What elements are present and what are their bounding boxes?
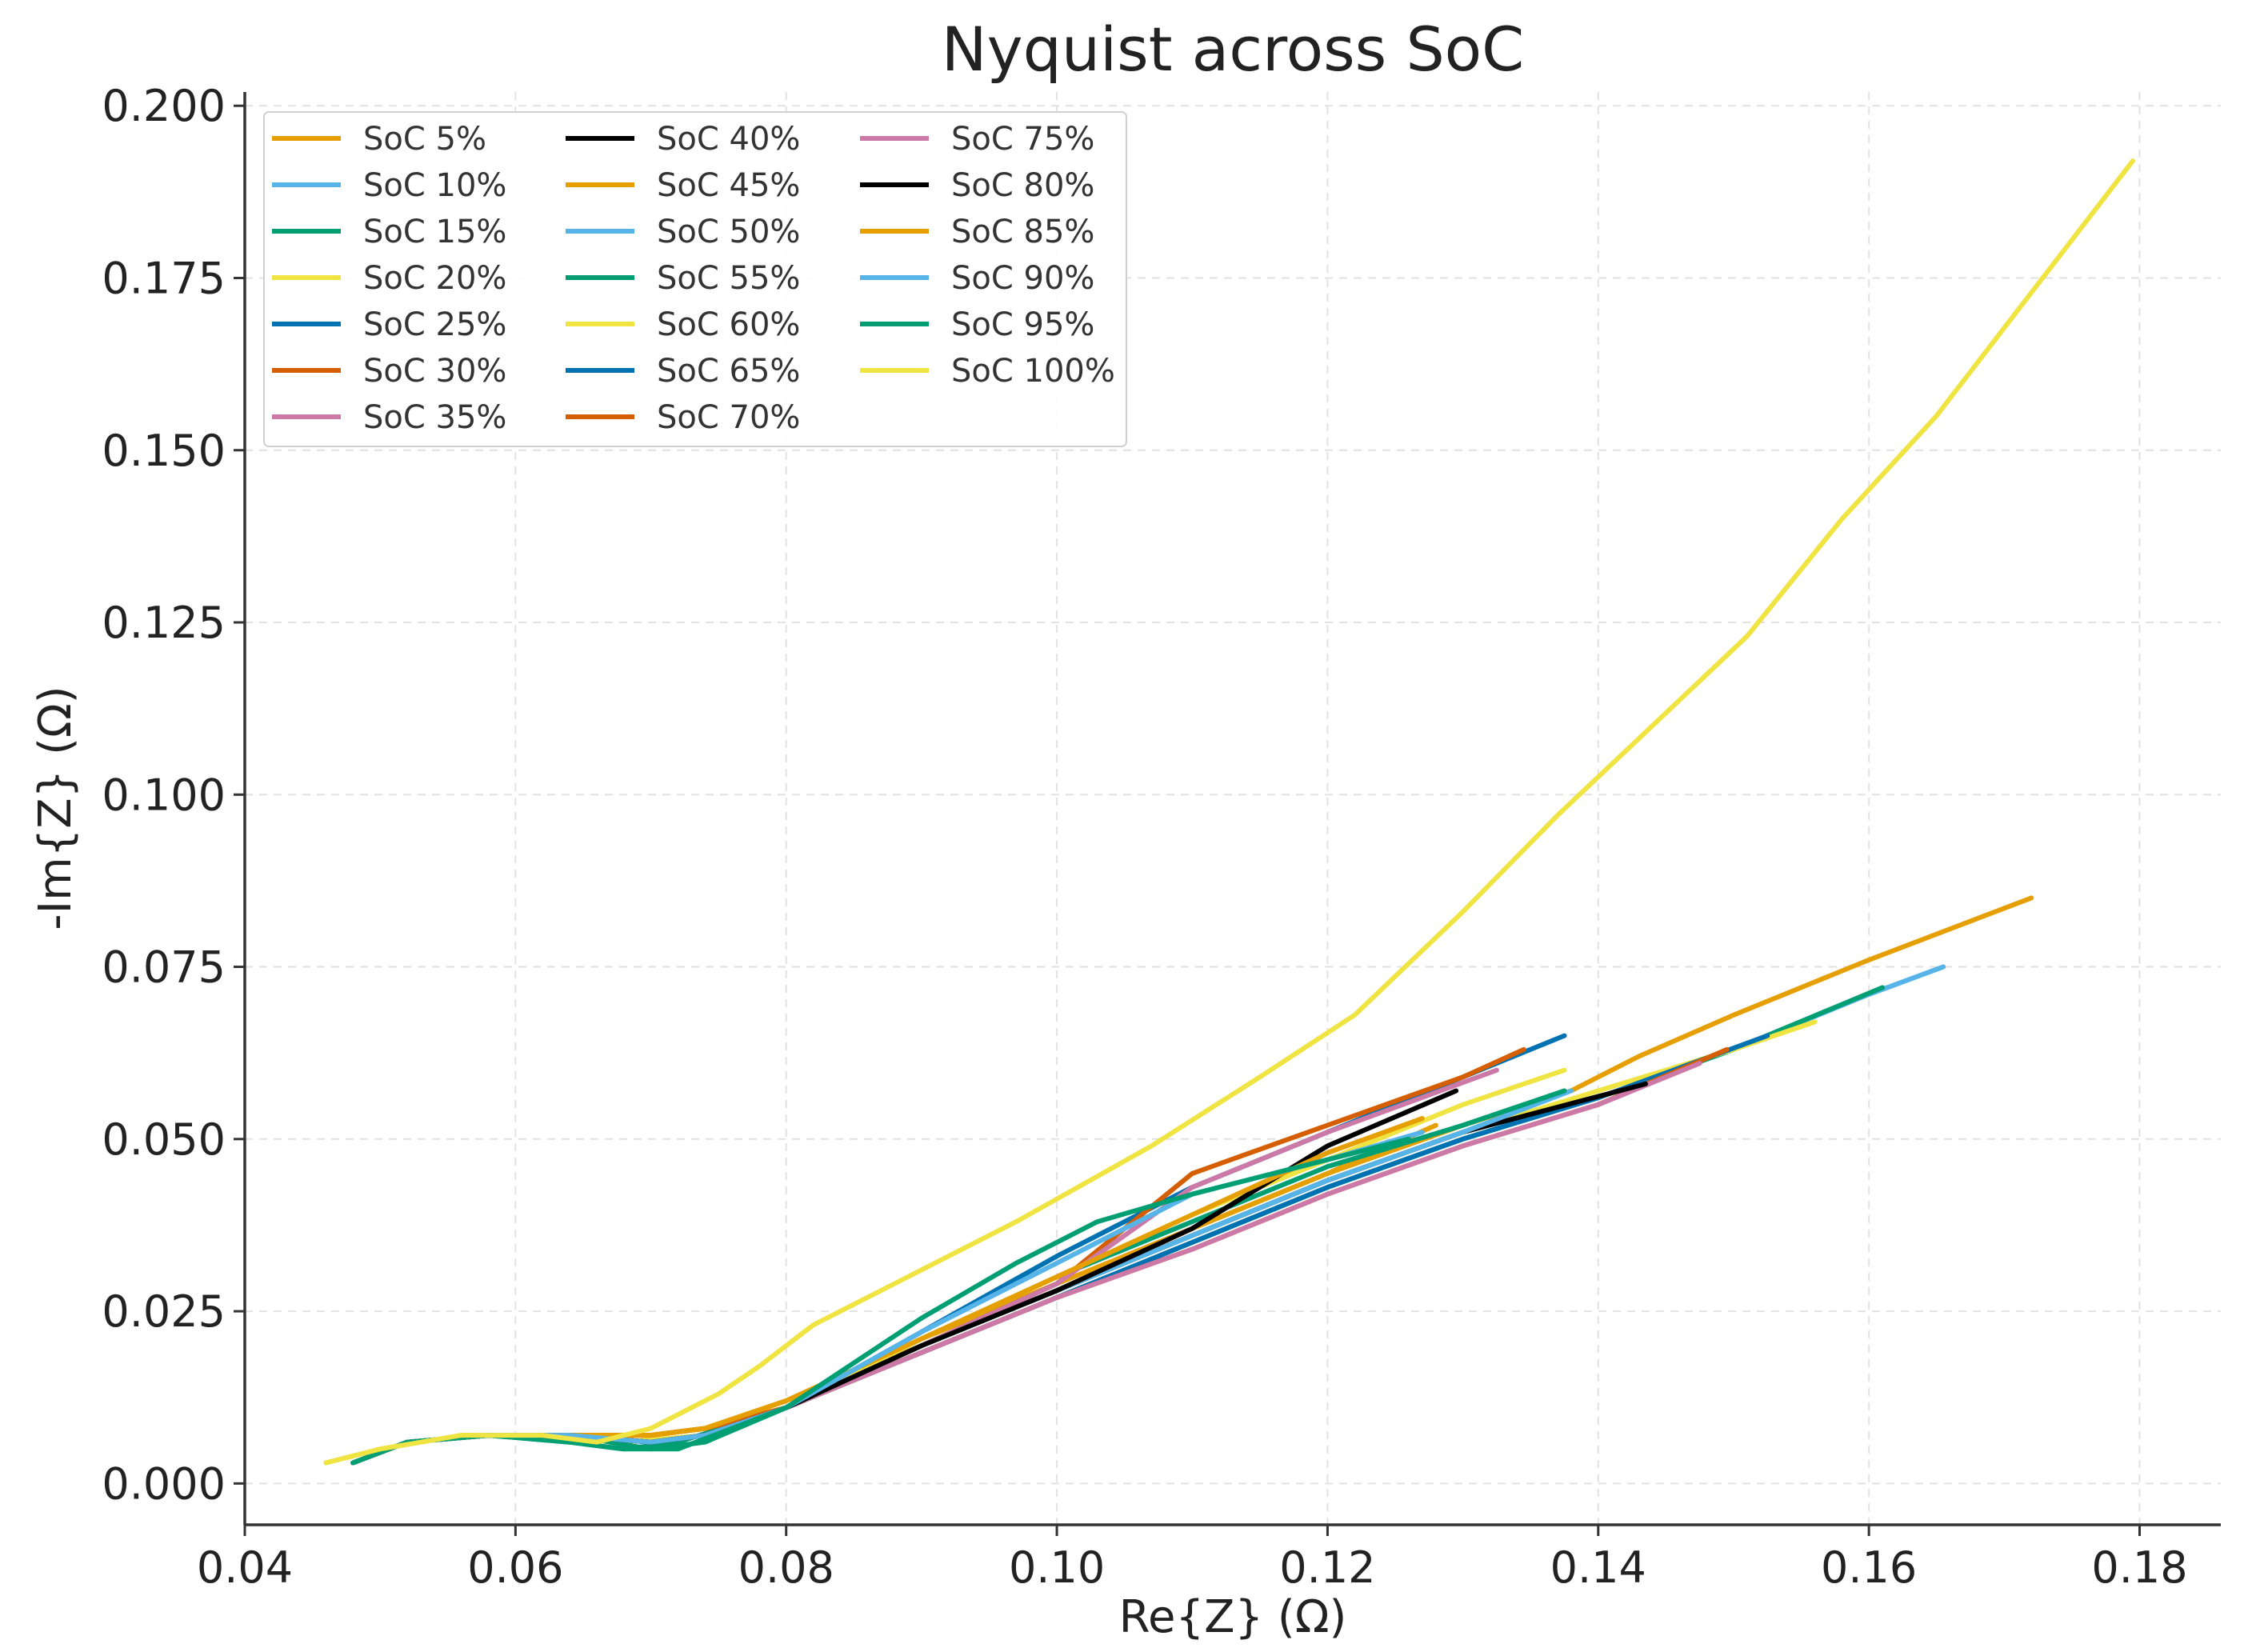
legend-label: SoC 85% (951, 214, 1094, 250)
axes (243, 92, 2221, 1526)
x-tick-label: 0.10 (1009, 1542, 1105, 1593)
legend-label: SoC 15% (363, 214, 506, 250)
legend-label: SoC 5% (363, 121, 486, 158)
legend-label: SoC 50% (657, 214, 800, 250)
y-tick-label: 0.075 (102, 942, 226, 993)
legend-label: SoC 55% (657, 260, 800, 297)
x-tick-label: 0.18 (2091, 1542, 2187, 1593)
legend-box (263, 111, 1127, 447)
y-tick-label: 0.200 (102, 81, 226, 131)
y-tick-label: 0.025 (102, 1286, 226, 1337)
x-tick-label: 0.16 (1821, 1542, 1917, 1593)
legend-label: SoC 45% (657, 167, 800, 204)
legend: SoC 5% SoC 10% SoC 15% SoC 20% SoC 25% SoC 30… (263, 111, 1127, 447)
legend-label: SoC 70% (657, 399, 800, 436)
legend-label: SoC 20% (363, 260, 506, 297)
x-tick-label: 0.14 (1550, 1542, 1646, 1593)
x-ticks: 0.04 0.06 0.08 0.10 0.12 0.14 0.16 0.18 (197, 1525, 2188, 1593)
y-tick-label: 0.100 (102, 770, 226, 820)
legend-label: SoC 100% (951, 353, 1115, 390)
y-ticks: 0.000 0.025 0.050 0.075 0.100 0.125 0.150 0.175… (102, 81, 245, 1509)
legend-label: SoC 35% (363, 399, 506, 436)
x-tick-label: 0.08 (738, 1542, 834, 1593)
legend-label: SoC 30% (363, 353, 506, 390)
grid (244, 92, 2221, 1525)
legend-label: SoC 75% (951, 121, 1094, 158)
legend-label: SoC 90% (951, 260, 1094, 297)
y-axis-label: -Im{Z} (Ω) (30, 686, 82, 930)
legend-label: SoC 10% (363, 167, 506, 204)
y-tick-label: 0.150 (102, 426, 226, 476)
legend-label: SoC 65% (657, 353, 800, 390)
x-tick-label: 0.04 (197, 1542, 293, 1593)
legend-label: SoC 25% (363, 306, 506, 343)
y-tick-label: 0.175 (102, 253, 226, 303)
legend-label: SoC 60% (657, 306, 800, 343)
y-tick-label: 0.125 (102, 598, 226, 648)
legend-label: SoC 40% (657, 121, 800, 158)
x-tick-label: 0.12 (1279, 1542, 1375, 1593)
legend-label: SoC 80% (951, 167, 1094, 204)
legend-label: SoC 95% (951, 306, 1094, 343)
series-lines (323, 158, 2135, 1466)
x-tick-label: 0.06 (467, 1542, 563, 1593)
y-tick-label: 0.000 (102, 1458, 226, 1509)
x-axis-label: Re{Z} (Ω) (1119, 1591, 1347, 1643)
series-line-20 (323, 158, 2135, 1466)
y-tick-label: 0.050 (102, 1114, 226, 1165)
chart-title: Nyquist across SoC (942, 14, 1525, 85)
legend-items: SoC 5% SoC 10% SoC 15% SoC 20% SoC 25% SoC 30… (272, 121, 1115, 436)
